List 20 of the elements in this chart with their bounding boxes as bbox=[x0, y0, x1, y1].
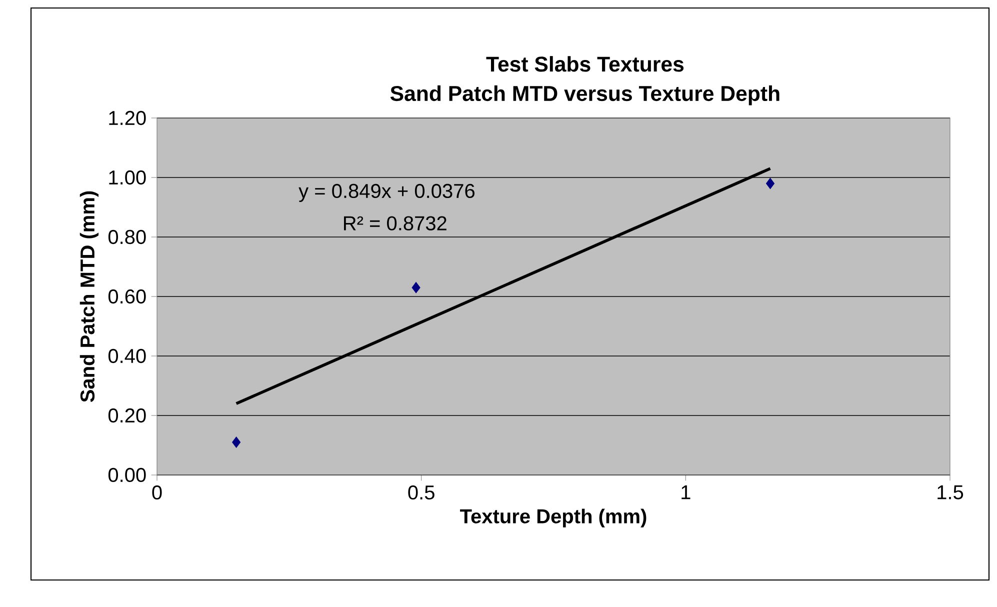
point bbox=[412, 282, 420, 294]
y-tick-label: 0.80 bbox=[108, 230, 146, 244]
y-tick-label: 0.00 bbox=[108, 468, 146, 482]
x-tick-label: 1.5 bbox=[938, 485, 964, 500]
annotation: R² = 0.8732 bbox=[344, 216, 446, 230]
point bbox=[232, 436, 241, 448]
y-tick-label: 0.20 bbox=[108, 408, 146, 423]
y-tick-label: 1.00 bbox=[109, 170, 146, 185]
point bbox=[766, 178, 775, 190]
y-tick-label: 1.20 bbox=[109, 110, 146, 126]
y-tick-label: 0.40 bbox=[108, 348, 146, 364]
annotation: y = 0.849x + 0.0376 bbox=[298, 184, 474, 202]
chart-title: Test Slabs Textures bbox=[486, 56, 684, 72]
x-axis-title: Texture Depth (mm) bbox=[460, 508, 646, 528]
y-axis-title: Sand Patch MTD (mm) bbox=[80, 191, 99, 402]
x-tick-label: 0.5 bbox=[408, 485, 434, 500]
chart-subtitle: Sand Patch MTD versus Texture Depth bbox=[390, 85, 780, 106]
y-tick-label: 0.60 bbox=[108, 289, 146, 304]
x-tick-label: 1 bbox=[682, 485, 690, 500]
x-tick-label: 0 bbox=[152, 485, 162, 500]
